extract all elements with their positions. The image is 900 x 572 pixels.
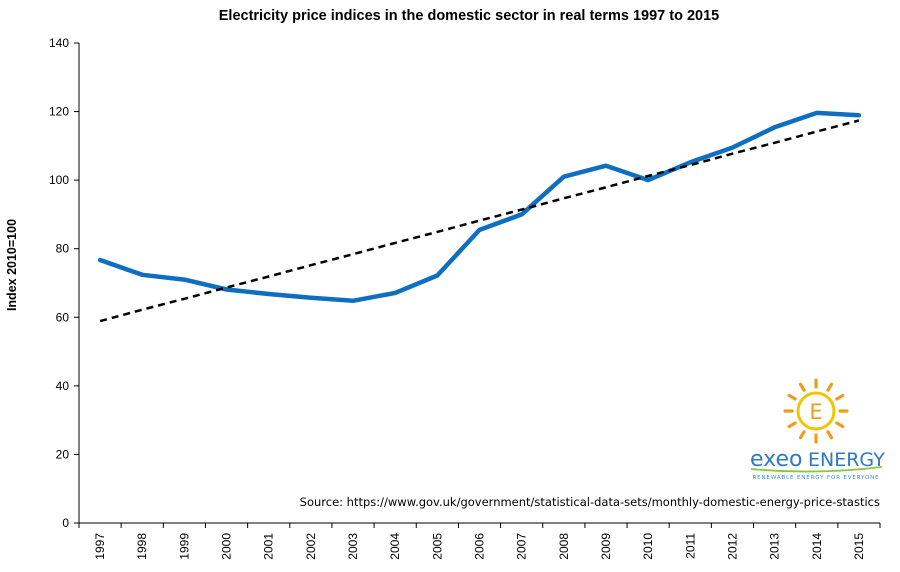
sun-ray — [798, 382, 806, 392]
x-tick-label: 2001 — [262, 533, 276, 560]
sun-circle — [796, 391, 836, 431]
chart-title: Electricity price indices in the domesti… — [219, 8, 719, 24]
axes: 0 20 40 60 80 100 120 140 1997 1998 1999 2000 2001 20… — [49, 36, 881, 560]
sun-ray — [826, 382, 834, 392]
sun-ray — [787, 421, 797, 429]
trendline-dashed — [99, 119, 860, 323]
sun-ray — [826, 430, 834, 440]
x-tick-label: 2012 — [725, 533, 739, 560]
x-tick-label: 2002 — [304, 533, 318, 560]
logo-wordmark-exeo: exeo — [750, 447, 803, 472]
sun-rays — [783, 378, 849, 444]
logo-letter: E — [809, 400, 822, 424]
x-tick-label: 2004 — [388, 533, 402, 560]
x-tick-label: 2009 — [599, 533, 613, 560]
x-tick-label: 2003 — [346, 533, 360, 560]
x-tick-label: 2005 — [430, 533, 444, 560]
x-tick-label: 1997 — [93, 533, 107, 560]
x-tick-label: 2010 — [641, 533, 655, 560]
x-tick-label: 2015 — [852, 533, 866, 560]
sun-ray — [835, 393, 845, 401]
x-tick-label: 2008 — [557, 533, 571, 560]
source-note: Source: https://www.gov.uk/government/st… — [300, 495, 880, 509]
x-tick-label: 2013 — [768, 533, 782, 560]
x-tick-label: 2014 — [810, 533, 824, 560]
x-tick-label: 1998 — [135, 533, 149, 560]
sun-ray — [835, 421, 845, 429]
y-axis-label: Index 2010=100 — [5, 219, 19, 311]
x-tick-label: 2000 — [220, 533, 234, 560]
series-line-price-index — [97, 110, 862, 304]
x-tick-label: 1999 — [177, 533, 191, 560]
y-tick-label: 40 — [56, 379, 70, 393]
logo-tagline: RENEWABLE ENERGY FOR EVERYONE — [753, 475, 880, 481]
logo-swoosh — [750, 466, 883, 473]
y-tick-label: 80 — [56, 242, 70, 256]
exeo-energy-logo: E exeo ENERGY RENEWABLE ENERGY FOR EVERY… — [750, 378, 885, 481]
series-layer — [97, 110, 862, 323]
sun-ray — [787, 393, 797, 401]
x-tick-label: 2007 — [515, 533, 529, 560]
y-tick-label: 140 — [49, 36, 69, 50]
sun-ray — [798, 430, 806, 440]
y-tick-label: 20 — [56, 447, 70, 461]
logo-wordmark-energy: ENERGY — [808, 449, 885, 471]
x-tick-label: 2006 — [473, 533, 487, 560]
y-tick-label: 120 — [49, 105, 69, 119]
y-tick-label: 100 — [49, 173, 69, 187]
y-tick-label: 60 — [56, 310, 70, 324]
y-tick-label: 0 — [62, 516, 69, 530]
x-tick-label: 2011 — [683, 533, 697, 559]
